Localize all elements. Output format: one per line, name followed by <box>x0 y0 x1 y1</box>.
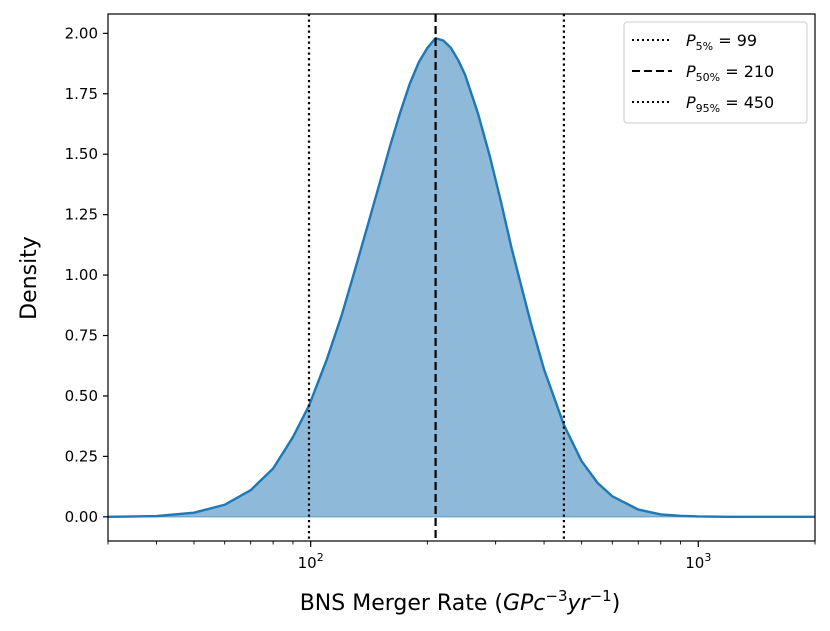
y-axis: 0.00 0.25 0.50 0.75 1.00 1.25 1.50 1.75 2.00 <box>65 24 108 526</box>
legend-entry: P50% = 210 <box>686 62 774 84</box>
legend: P5% = 99 P50% = 210 P95% = 450 <box>623 21 808 124</box>
y-axis-label: Density <box>17 236 42 320</box>
plot-area <box>107 13 816 542</box>
density-line <box>107 36 815 519</box>
y-tick-label: 0.75 <box>65 327 98 345</box>
y-tick-label: 0.25 <box>65 447 98 465</box>
x-tick-label: 102 <box>298 551 324 572</box>
x-axis-label: BNS Merger Rate (GPc−3yr−1) <box>300 587 621 616</box>
y-tick-label: 0.00 <box>65 508 98 526</box>
x-axis: 102 103 <box>107 541 816 572</box>
y-tick-label: 2.00 <box>65 24 98 42</box>
y-tick-label: 1.75 <box>65 85 98 103</box>
x-tick-label: 103 <box>685 551 711 572</box>
y-tick-label: 0.50 <box>65 387 98 405</box>
legend-entry: P95% = 450 <box>686 93 774 115</box>
legend-entry: P5% = 99 <box>686 31 757 53</box>
plot-frame <box>107 13 816 542</box>
y-tick-label: 1.25 <box>65 206 98 224</box>
legend-box <box>623 21 808 124</box>
y-tick-label: 1.00 <box>65 266 98 284</box>
density-fill <box>108 38 815 517</box>
y-tick-label: 1.50 <box>65 145 98 163</box>
